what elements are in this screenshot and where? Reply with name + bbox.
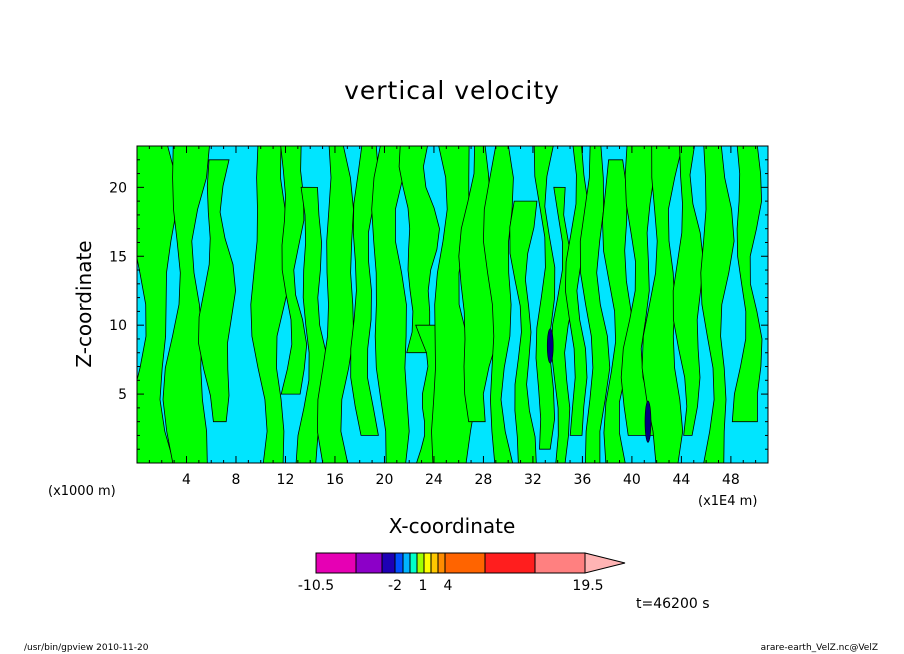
x-tick-label: 48 (722, 472, 740, 488)
updraft-core (644, 400, 652, 443)
x-tick-label: 12 (277, 472, 295, 488)
y-axis-label: Z-coordinate (72, 240, 96, 368)
contour-region (137, 146, 178, 463)
colorbar-swatch (484, 552, 536, 574)
x-tick-label: 28 (475, 472, 493, 488)
x-unit-right: (x1E4 m) (698, 494, 758, 509)
colorbar-swatch (409, 552, 418, 574)
plot-area (136, 145, 769, 464)
contour-region (162, 146, 210, 463)
x-tick-label: 44 (672, 472, 690, 488)
colorbar-swatch (416, 552, 425, 574)
y-tick-label: 15 (109, 249, 127, 265)
x-tick-label: 4 (182, 472, 191, 488)
x-unit-left: (x1000 m) (48, 484, 116, 499)
x-tick-label: 20 (376, 472, 394, 488)
colorbar-swatch (355, 552, 383, 574)
y-tick-label: 20 (109, 180, 127, 196)
contour-region (316, 146, 355, 463)
colorbar: -10.5 -2 1 4 19.5 (298, 552, 626, 594)
colorbar-tick-label: 19.5 (572, 578, 603, 594)
updraft-core (546, 328, 554, 364)
colorbar-swatch (444, 552, 486, 574)
colorbar-swatch (381, 552, 396, 574)
colorbar-arrow (584, 552, 626, 574)
x-tick-label: 8 (232, 472, 241, 488)
time-label: t=46200 s (636, 596, 710, 612)
y-tick-label: 5 (118, 387, 127, 403)
y-tick-label: 10 (109, 318, 127, 334)
plot-frame (136, 145, 769, 464)
footer-left: /usr/bin/gpview 2010-11-20 (24, 643, 149, 653)
contour-region (620, 146, 657, 436)
x-tick-label: 40 (623, 472, 641, 488)
contour-region (731, 146, 763, 423)
chart-title: vertical velocity (344, 76, 560, 105)
contour-region (602, 159, 633, 463)
contour-region (280, 146, 308, 395)
contour-region (482, 146, 514, 463)
colorbar-swatch (437, 552, 446, 574)
contour-region (198, 159, 237, 423)
contour-region (509, 200, 538, 463)
colorbar-tick-label: 4 (444, 578, 453, 594)
colorbar-swatch (430, 552, 439, 574)
contour-region (533, 146, 556, 450)
x-tick-label: 32 (524, 472, 542, 488)
colorbar-swatch (315, 552, 357, 574)
contour-region (641, 146, 684, 463)
colorbar-tick-label: -10.5 (298, 578, 334, 594)
x-tick-label: 16 (326, 472, 344, 488)
contour-region (579, 146, 611, 463)
colorbar-swatch (534, 552, 586, 574)
x-axis-label: X-coordinate (388, 514, 516, 538)
colorbar-swatch (423, 552, 432, 574)
x-tick-label: 24 (425, 472, 443, 488)
x-tick-label: 36 (573, 472, 591, 488)
colorbar-tick-label: 1 (419, 578, 428, 594)
contour-region (700, 146, 735, 463)
contour-region (398, 146, 440, 354)
colorbar-swatch (402, 552, 411, 574)
footer-right: arare-earth_VelZ.nc@VelZ (760, 643, 878, 653)
colorbar-swatch (394, 552, 404, 574)
contour-region (350, 146, 379, 436)
contour-region (371, 146, 411, 463)
colorbar-tick-label: -2 (388, 578, 402, 594)
